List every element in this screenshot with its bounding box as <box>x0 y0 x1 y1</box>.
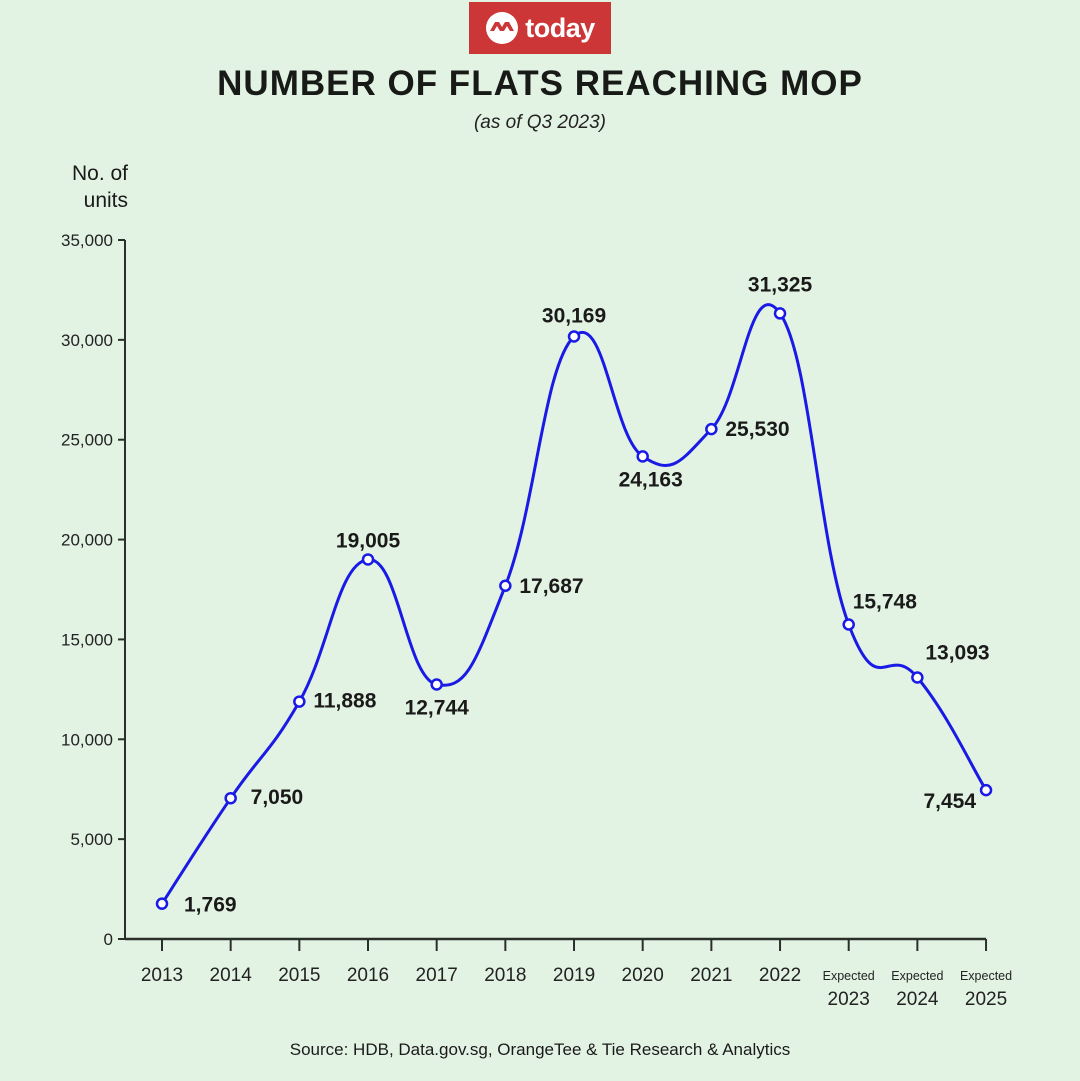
y-tick-label: 30,000 <box>61 331 113 350</box>
data-label: 11,888 <box>313 690 376 713</box>
x-tick-label: 2025 <box>965 989 1007 1010</box>
y-tick-label: 0 <box>104 930 113 949</box>
data-label: 25,530 <box>725 418 789 441</box>
data-point <box>293 695 306 708</box>
x-tick-label: 2018 <box>484 965 526 986</box>
y-axis-label: No. of units <box>71 162 128 212</box>
data-label: 7,050 <box>251 786 304 809</box>
y-tick-label: 15,000 <box>61 630 113 649</box>
data-point <box>567 330 581 343</box>
data-label: 1,769 <box>184 894 237 917</box>
line-chart: 0 5,000 10,000 15,000 20,000 25,000 30,000 35,0… <box>61 231 1012 1010</box>
chart-subtitle: (as of Q3 2023) <box>473 112 607 133</box>
data-label: 7,454 <box>923 790 976 813</box>
x-tick-label-prefix: Expected <box>891 969 943 983</box>
chart-title: NUMBER OF FLATS REACHING MOP <box>217 64 863 103</box>
x-tick-label-prefix: Expected <box>823 969 875 983</box>
data-label: 17,687 <box>519 575 583 598</box>
x-tick-label: 2023 <box>828 989 870 1010</box>
data-point <box>773 307 787 320</box>
data-label: 31,325 <box>748 273 813 296</box>
data-label: 24,163 <box>619 468 683 491</box>
x-tick-label: 2016 <box>347 965 389 986</box>
y-tick-label: 25,000 <box>61 431 113 450</box>
x-tick-label: 2013 <box>141 965 183 986</box>
y-tick-label: 35,000 <box>61 231 113 250</box>
x-tick-label: 2020 <box>622 965 664 986</box>
x-tick-label: 2014 <box>210 965 253 986</box>
data-point <box>911 671 924 684</box>
data-point <box>842 618 855 631</box>
x-tick-label: 2019 <box>553 965 595 986</box>
data-label: 13,093 <box>925 642 989 665</box>
data-label: 19,005 <box>336 529 401 552</box>
data-label: 12,744 <box>405 696 470 719</box>
source-note: Source: HDB, Data.gov.sg, OrangeTee & Ti… <box>289 1040 791 1059</box>
y-tick-label: 10,000 <box>61 730 113 749</box>
data-point <box>224 791 237 805</box>
data-point <box>636 450 649 463</box>
today-logo: today <box>469 2 611 54</box>
logo-mark-icon <box>486 12 519 44</box>
x-tick-label-prefix: Expected <box>960 969 1012 983</box>
data-point <box>979 783 993 797</box>
x-tick-label: 2017 <box>416 965 458 986</box>
data-point <box>430 678 443 691</box>
logo-text: today <box>525 12 595 43</box>
y-tick-label: 5,000 <box>70 830 113 849</box>
data-point <box>155 897 169 910</box>
x-tick-label: 2024 <box>896 989 939 1010</box>
x-tick-label: 2015 <box>278 965 320 986</box>
data-point <box>361 553 375 566</box>
data-label: 15,748 <box>853 590 918 613</box>
data-point <box>499 579 512 593</box>
y-tick-label: 20,000 <box>61 531 113 550</box>
data-label: 30,169 <box>542 304 606 327</box>
x-tick-label: 2021 <box>690 965 732 986</box>
data-point <box>705 422 718 436</box>
x-tick-label: 2022 <box>759 965 801 986</box>
